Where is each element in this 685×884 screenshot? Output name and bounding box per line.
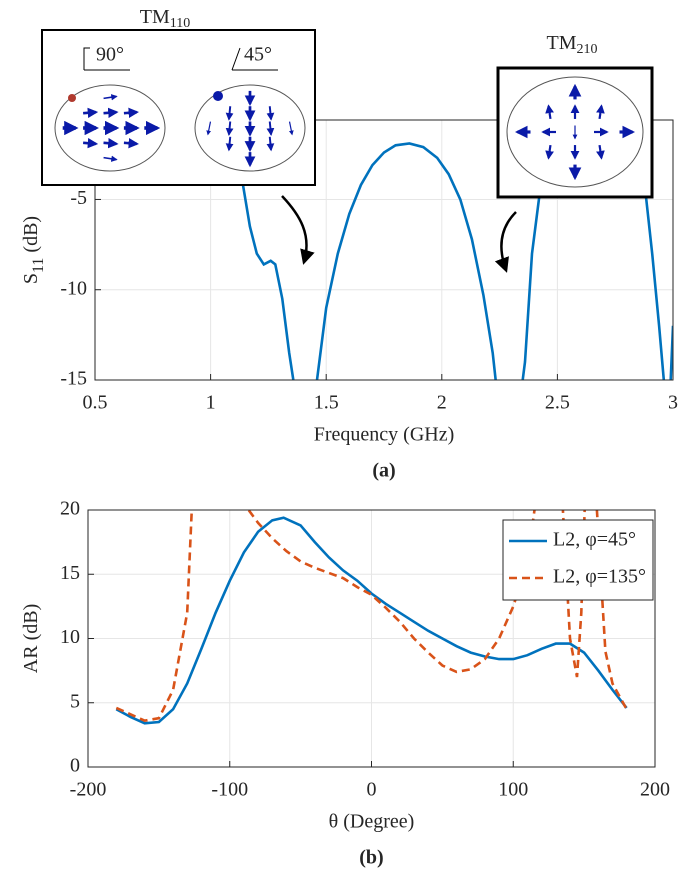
patch-outline bbox=[194, 84, 306, 172]
x-axis-label: Frequency (GHz) bbox=[314, 424, 455, 446]
legend-label: L2, φ=45° bbox=[553, 529, 636, 551]
caption: (a) bbox=[372, 460, 395, 482]
field-arrow bbox=[545, 104, 554, 120]
field-arrow bbox=[596, 104, 605, 120]
y-tick-label: -10 bbox=[60, 277, 87, 299]
field-arrow bbox=[83, 107, 99, 119]
y-label-part: (dB) bbox=[20, 216, 42, 258]
x-tick-label: 2 bbox=[437, 392, 447, 414]
pointer-arrow bbox=[494, 211, 517, 273]
data-line bbox=[115, 516, 628, 725]
field-arrow bbox=[288, 121, 294, 136]
field-arrow bbox=[266, 121, 275, 137]
field-arrow bbox=[266, 106, 275, 121]
field-arrow bbox=[103, 137, 119, 149]
y-tick-label: 20 bbox=[60, 498, 80, 520]
y-tick-label: 0 bbox=[70, 755, 80, 777]
y-tick-label: 15 bbox=[60, 562, 80, 584]
x-tick-label: -200 bbox=[70, 779, 107, 801]
y-axis-label: S11 (dB) bbox=[20, 216, 47, 284]
field-arrow bbox=[103, 155, 118, 162]
field-arrow bbox=[103, 107, 119, 119]
field-arrow bbox=[266, 136, 275, 152]
y-label-part: 11 bbox=[30, 258, 47, 273]
x-tick-label: 1.5 bbox=[314, 392, 339, 414]
field-arrow bbox=[123, 137, 139, 149]
feed-point bbox=[68, 94, 76, 102]
x-tick-label: 1 bbox=[206, 392, 216, 414]
legend-label: L2, φ=135° bbox=[553, 566, 646, 588]
legend-box bbox=[502, 519, 654, 601]
feed-point bbox=[213, 91, 223, 101]
angle-sign bbox=[231, 47, 278, 71]
data-line bbox=[115, 510, 628, 723]
y-tick-label: 5 bbox=[70, 690, 80, 712]
phase-label: 45° bbox=[244, 44, 272, 66]
y-tick-label: -5 bbox=[70, 187, 87, 209]
axes-frame bbox=[87, 509, 656, 768]
field-arrow bbox=[206, 121, 212, 136]
y-label-part: AR (dB) bbox=[20, 604, 42, 673]
insets: TM110 90° 45° TM210 bbox=[41, 6, 654, 273]
field-arrow bbox=[225, 121, 234, 137]
inset-box bbox=[41, 29, 316, 186]
field-arrow bbox=[123, 107, 139, 119]
patch-outline bbox=[506, 76, 644, 188]
x-tick-label: 0 bbox=[367, 779, 377, 801]
mode-label: TM110 bbox=[140, 6, 190, 32]
y-label-part: S bbox=[20, 273, 42, 284]
patch-outline bbox=[54, 84, 166, 172]
phase-label: 90° bbox=[96, 44, 124, 66]
y-axis-label: AR (dB) bbox=[20, 604, 42, 673]
mode-label: TM210 bbox=[547, 32, 598, 58]
field-arrow bbox=[225, 106, 234, 121]
x-tick-label: 0.5 bbox=[83, 392, 108, 414]
field-arrow bbox=[545, 144, 554, 160]
x-axis-label: θ (Degree) bbox=[329, 811, 415, 833]
x-tick-label: -100 bbox=[211, 779, 248, 801]
x-tick-label: 200 bbox=[640, 779, 670, 801]
caption: (b) bbox=[359, 847, 383, 869]
x-tick-label: 100 bbox=[498, 779, 528, 801]
y-tick-label: 10 bbox=[60, 626, 80, 648]
angle-sign bbox=[83, 47, 130, 71]
field-arrow bbox=[225, 136, 234, 152]
field-arrow bbox=[83, 137, 99, 149]
x-tick-label: 2.5 bbox=[545, 392, 570, 414]
field-arrow bbox=[103, 94, 118, 101]
y-tick-label: -15 bbox=[60, 368, 87, 390]
axes-frame bbox=[94, 119, 674, 381]
x-tick-label: 3 bbox=[668, 392, 678, 414]
axes: -200 -100 0 100 200 0 5 10 15 20 θ (Degree) (b) AR (… bbox=[20, 498, 670, 869]
field-arrow bbox=[596, 144, 605, 160]
pointer-arrow bbox=[281, 195, 315, 265]
